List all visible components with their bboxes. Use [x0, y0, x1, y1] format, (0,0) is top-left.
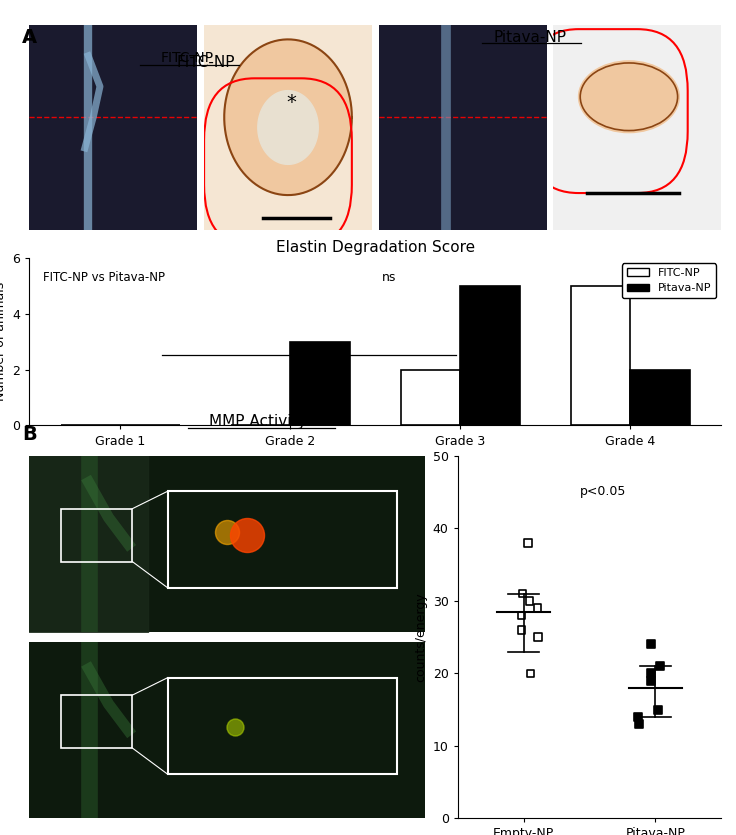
- Point: [645, 638, 657, 651]
- Bar: [460, 286, 520, 426]
- Text: ns: ns: [382, 271, 397, 284]
- Bar: [168, 677, 397, 774]
- Bar: [401, 370, 460, 426]
- Y-axis label: Number of animals: Number of animals: [0, 282, 7, 402]
- Legend: FITC-NP, Pitava-NP: FITC-NP, Pitava-NP: [622, 263, 715, 298]
- Point: [654, 660, 666, 673]
- Point: [634, 717, 645, 731]
- Point: [222, 525, 233, 539]
- Ellipse shape: [578, 61, 679, 133]
- Text: A: A: [22, 28, 38, 47]
- Point: [524, 595, 536, 608]
- Point: [515, 623, 527, 636]
- Point: [645, 674, 657, 687]
- Point: [532, 630, 544, 644]
- Point: [241, 529, 252, 542]
- Point: [523, 536, 534, 549]
- Title: Elastin Degradation Score: Elastin Degradation Score: [276, 240, 475, 256]
- Bar: [168, 491, 397, 588]
- Point: [652, 703, 664, 716]
- Point: [645, 666, 657, 680]
- Point: [517, 587, 528, 600]
- Bar: [61, 509, 132, 561]
- Point: [525, 666, 537, 680]
- Bar: [291, 342, 350, 426]
- Y-axis label: counts/energy: counts/energy: [414, 592, 427, 682]
- Point: [515, 609, 527, 622]
- Bar: [61, 696, 132, 748]
- Text: FITC-NP: FITC-NP: [177, 55, 236, 70]
- Polygon shape: [224, 39, 352, 195]
- Text: *: *: [286, 94, 297, 113]
- Text: FITC-NP: FITC-NP: [161, 52, 214, 65]
- Text: Pitava-NP: Pitava-NP: [493, 30, 567, 45]
- Polygon shape: [258, 91, 318, 164]
- Bar: [571, 286, 630, 426]
- Text: MMP Activity: MMP Activity: [209, 414, 306, 429]
- Point: [532, 601, 544, 615]
- Bar: [630, 370, 690, 426]
- Point: [229, 720, 241, 733]
- Text: p<0.05: p<0.05: [579, 485, 626, 498]
- Point: [631, 711, 643, 724]
- Text: B: B: [22, 425, 37, 443]
- Text: FITC-NP vs Pitava-NP: FITC-NP vs Pitava-NP: [43, 271, 166, 284]
